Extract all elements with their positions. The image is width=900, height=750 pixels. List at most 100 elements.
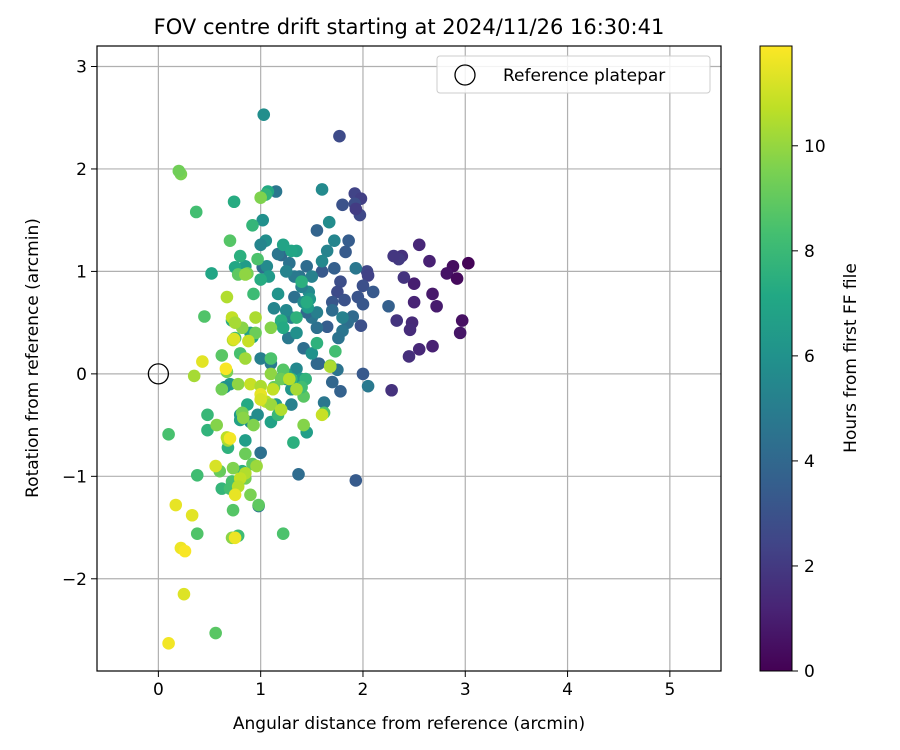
data-point xyxy=(250,459,263,473)
plot-frame xyxy=(96,45,722,672)
data-point xyxy=(403,323,417,337)
data-point xyxy=(290,382,303,396)
data-point xyxy=(305,270,319,283)
data-point xyxy=(328,262,341,275)
data-point xyxy=(336,311,349,324)
colorbar-label: Hours from first FF file xyxy=(841,263,861,453)
data-point xyxy=(246,219,259,232)
data-point xyxy=(333,129,346,143)
data-point xyxy=(317,396,331,409)
data-point xyxy=(242,334,255,348)
data-point xyxy=(196,355,209,368)
data-point xyxy=(283,372,296,386)
data-point xyxy=(249,311,262,324)
x-tick-label: 1 xyxy=(255,680,266,700)
data-point xyxy=(201,423,214,437)
data-point xyxy=(172,164,186,178)
data-point xyxy=(354,319,368,333)
data-point xyxy=(440,267,454,280)
data-point xyxy=(226,503,240,517)
x-tick-label: 0 xyxy=(153,680,164,700)
data-point xyxy=(260,259,274,273)
data-point xyxy=(201,408,214,422)
data-point xyxy=(249,326,262,340)
data-point xyxy=(322,215,336,229)
data-point xyxy=(290,326,303,340)
data-point xyxy=(328,234,341,247)
data-point xyxy=(198,310,211,323)
data-point xyxy=(254,446,267,460)
data-point xyxy=(239,447,252,461)
data-point xyxy=(310,321,324,335)
data-point xyxy=(426,339,439,353)
data-point xyxy=(215,382,229,396)
y-tick-label: 3 xyxy=(76,57,87,77)
colorbar-ticks: 0 2 4 6 8 10 xyxy=(792,137,826,682)
data-point xyxy=(297,418,310,432)
data-point xyxy=(264,321,278,335)
data-point xyxy=(254,238,267,252)
data-point xyxy=(361,379,375,393)
data-point xyxy=(264,367,278,381)
data-point xyxy=(412,342,426,356)
colorbar-tick-label: 4 xyxy=(804,452,815,472)
data-point xyxy=(226,461,240,475)
data-point xyxy=(412,238,426,252)
data-point xyxy=(177,587,191,601)
data-point xyxy=(257,108,271,121)
data-point xyxy=(423,254,436,268)
data-point xyxy=(239,352,252,365)
legend-box xyxy=(436,55,711,94)
data-point xyxy=(185,508,199,522)
legend: Reference platepar xyxy=(436,55,711,94)
data-point xyxy=(339,245,352,259)
data-point xyxy=(292,467,305,481)
data-point xyxy=(334,275,347,288)
data-point xyxy=(385,383,398,397)
data-point xyxy=(187,369,201,383)
data-point xyxy=(450,272,464,285)
y-axis-label: Rotation from reference (arcmin) xyxy=(23,218,43,498)
data-point xyxy=(342,234,355,247)
data-point xyxy=(276,527,290,541)
x-axis-label: Angular distance from reference (arcmin) xyxy=(233,714,585,734)
x-axis-ticks: 0 1 2 3 4 5 xyxy=(153,671,675,700)
data-point xyxy=(349,202,363,216)
data-point xyxy=(256,213,270,227)
data-point xyxy=(279,265,293,278)
data-point xyxy=(338,293,351,307)
data-point xyxy=(310,224,324,237)
data-point xyxy=(279,304,293,317)
data-point xyxy=(453,326,467,340)
colorbar-gradient xyxy=(759,45,793,672)
data-point xyxy=(209,459,222,473)
data-point xyxy=(285,244,298,258)
reference-marker-group xyxy=(147,363,170,385)
data-point xyxy=(162,428,175,441)
data-point xyxy=(178,544,192,558)
data-point xyxy=(244,488,257,502)
data-point xyxy=(315,254,329,268)
y-tick-label: −2 xyxy=(62,570,87,590)
y-axis-ticks: −2 −1 0 1 2 3 xyxy=(62,57,97,590)
colorbar-tick-label: 0 xyxy=(804,662,815,682)
data-point xyxy=(390,314,404,327)
chart-title: FOV centre drift starting at 2024/11/26 … xyxy=(154,15,665,39)
data-point xyxy=(407,277,421,291)
data-point xyxy=(254,191,267,204)
data-point xyxy=(254,352,267,365)
data-point xyxy=(223,234,237,247)
data-point xyxy=(455,314,469,327)
x-tick-label: 4 xyxy=(562,680,573,700)
data-point xyxy=(169,498,183,512)
x-tick-label: 5 xyxy=(664,680,675,700)
legend-label: Reference platepar xyxy=(503,66,665,86)
data-point xyxy=(276,321,290,335)
data-point xyxy=(334,384,347,398)
data-point xyxy=(228,488,242,502)
data-point xyxy=(320,320,334,334)
data-point xyxy=(219,362,233,376)
data-point xyxy=(329,345,342,358)
data-point xyxy=(266,382,280,396)
data-point xyxy=(315,183,329,196)
